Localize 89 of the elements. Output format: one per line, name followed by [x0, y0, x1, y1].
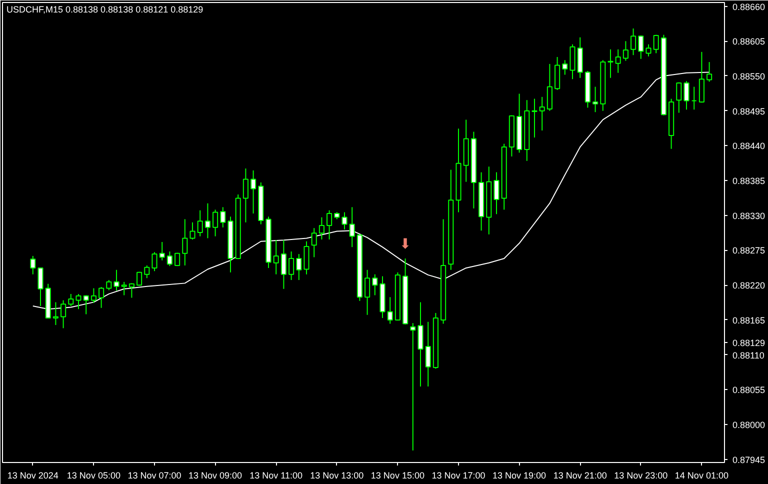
candlestick — [546, 63, 552, 112]
x-tick-label: 13 Nov 17:00 — [432, 470, 486, 480]
x-tick-label: 13 Nov 19:00 — [492, 470, 546, 480]
candlestick — [615, 48, 621, 74]
candlestick — [144, 264, 150, 279]
y-tick-label: 0.88165 — [732, 315, 766, 326]
candlestick — [190, 222, 196, 240]
candlestick — [197, 210, 203, 237]
candlestick — [212, 209, 218, 237]
candlestick — [592, 86, 598, 113]
y-tick-label: 0.88275 — [732, 246, 766, 256]
candlestick — [494, 172, 500, 215]
candlestick — [76, 293, 82, 310]
candlestick — [691, 86, 697, 110]
chart-title: USDCHF,M15 0.88138 0.88138 0.88121 0.88129 — [6, 4, 204, 14]
candlestick — [326, 210, 332, 240]
candlestick — [698, 51, 704, 104]
x-tick-label: 13 Nov 21:00 — [553, 470, 607, 480]
y-tick-label: 0.88330 — [732, 210, 766, 221]
candlestick — [410, 322, 416, 451]
candlestick — [288, 251, 294, 281]
candlestick — [562, 60, 568, 76]
x-tick-label: 13 Nov 11:00 — [250, 470, 303, 480]
x-tick-label: 13 Nov 15:00 — [370, 470, 424, 480]
candlestick — [159, 242, 165, 261]
candlestick — [318, 216, 324, 240]
candlestick — [68, 293, 74, 306]
annotation: ⬇ — [399, 236, 412, 252]
candlestick — [304, 240, 310, 275]
candlestick — [128, 282, 134, 298]
candlestick — [106, 280, 112, 291]
candlestick — [646, 44, 652, 57]
candlestick — [684, 80, 690, 110]
candlestick — [30, 255, 36, 275]
candlestick — [311, 228, 317, 258]
y-tick-label: 0.88440 — [732, 141, 766, 152]
candlestick — [676, 82, 682, 114]
candlestick — [220, 206, 226, 228]
y-tick-label: 0.88220 — [732, 280, 766, 291]
y-tick-label: 0.88385 — [732, 176, 766, 186]
candlestick — [60, 300, 66, 329]
candlestick — [182, 218, 188, 266]
y-tick-label: 0.88110 — [732, 350, 764, 360]
x-tick-label: 13 Nov 05:00 — [66, 470, 120, 480]
candlestick — [121, 281, 127, 296]
candlestick — [273, 240, 279, 275]
candlestick — [38, 267, 44, 306]
x-tick-label: 13 Nov 09:00 — [188, 470, 242, 480]
candlestick — [250, 170, 256, 214]
y-tick-label: 0.88495 — [732, 106, 766, 116]
x-tick-label: 13 Nov 2024 — [7, 470, 58, 480]
candlestick — [280, 240, 286, 290]
candlestick — [52, 302, 58, 326]
x-tick-label: 13 Nov 13:00 — [310, 470, 364, 480]
candlestick — [98, 286, 104, 308]
y-tick-label: 0.88660 — [732, 2, 766, 12]
y-tick-label: 0.88055 — [732, 385, 766, 396]
candlestick — [630, 28, 636, 56]
candlestick — [539, 96, 545, 131]
y-tick-label: 0.88550 — [732, 72, 766, 82]
candlestick — [570, 44, 576, 80]
candlestick — [638, 34, 644, 60]
y-tick-label: 0.88000 — [732, 420, 766, 430]
candlestick — [342, 212, 348, 230]
candlestick — [114, 269, 120, 292]
x-tick-label: 13 Nov 07:00 — [128, 470, 182, 480]
candlestick — [425, 321, 431, 387]
candlestick — [152, 252, 158, 272]
candlestick — [418, 302, 424, 387]
candlestick — [204, 202, 210, 239]
y-tick-label: 0.88129 — [732, 338, 766, 348]
candlestick — [622, 40, 628, 62]
candlestick — [554, 56, 560, 90]
candlestick — [532, 98, 538, 138]
x-tick-label: 13 Nov 23:00 — [614, 470, 668, 480]
candlestick — [387, 296, 393, 324]
candlestick — [349, 206, 355, 248]
candlestick — [653, 34, 659, 54]
candlestick — [166, 251, 172, 267]
candlestick — [608, 48, 614, 78]
candlestick — [364, 269, 370, 316]
candlestick — [706, 62, 712, 82]
candlestick — [372, 274, 378, 296]
y-tick-label: 0.88605 — [732, 36, 766, 47]
candlestick — [242, 168, 248, 223]
y-tick-label: 0.87945 — [732, 454, 766, 465]
x-tick-label: 14 Nov 01:00 — [674, 470, 728, 480]
candlestick — [90, 288, 96, 304]
candlestick — [296, 254, 302, 281]
